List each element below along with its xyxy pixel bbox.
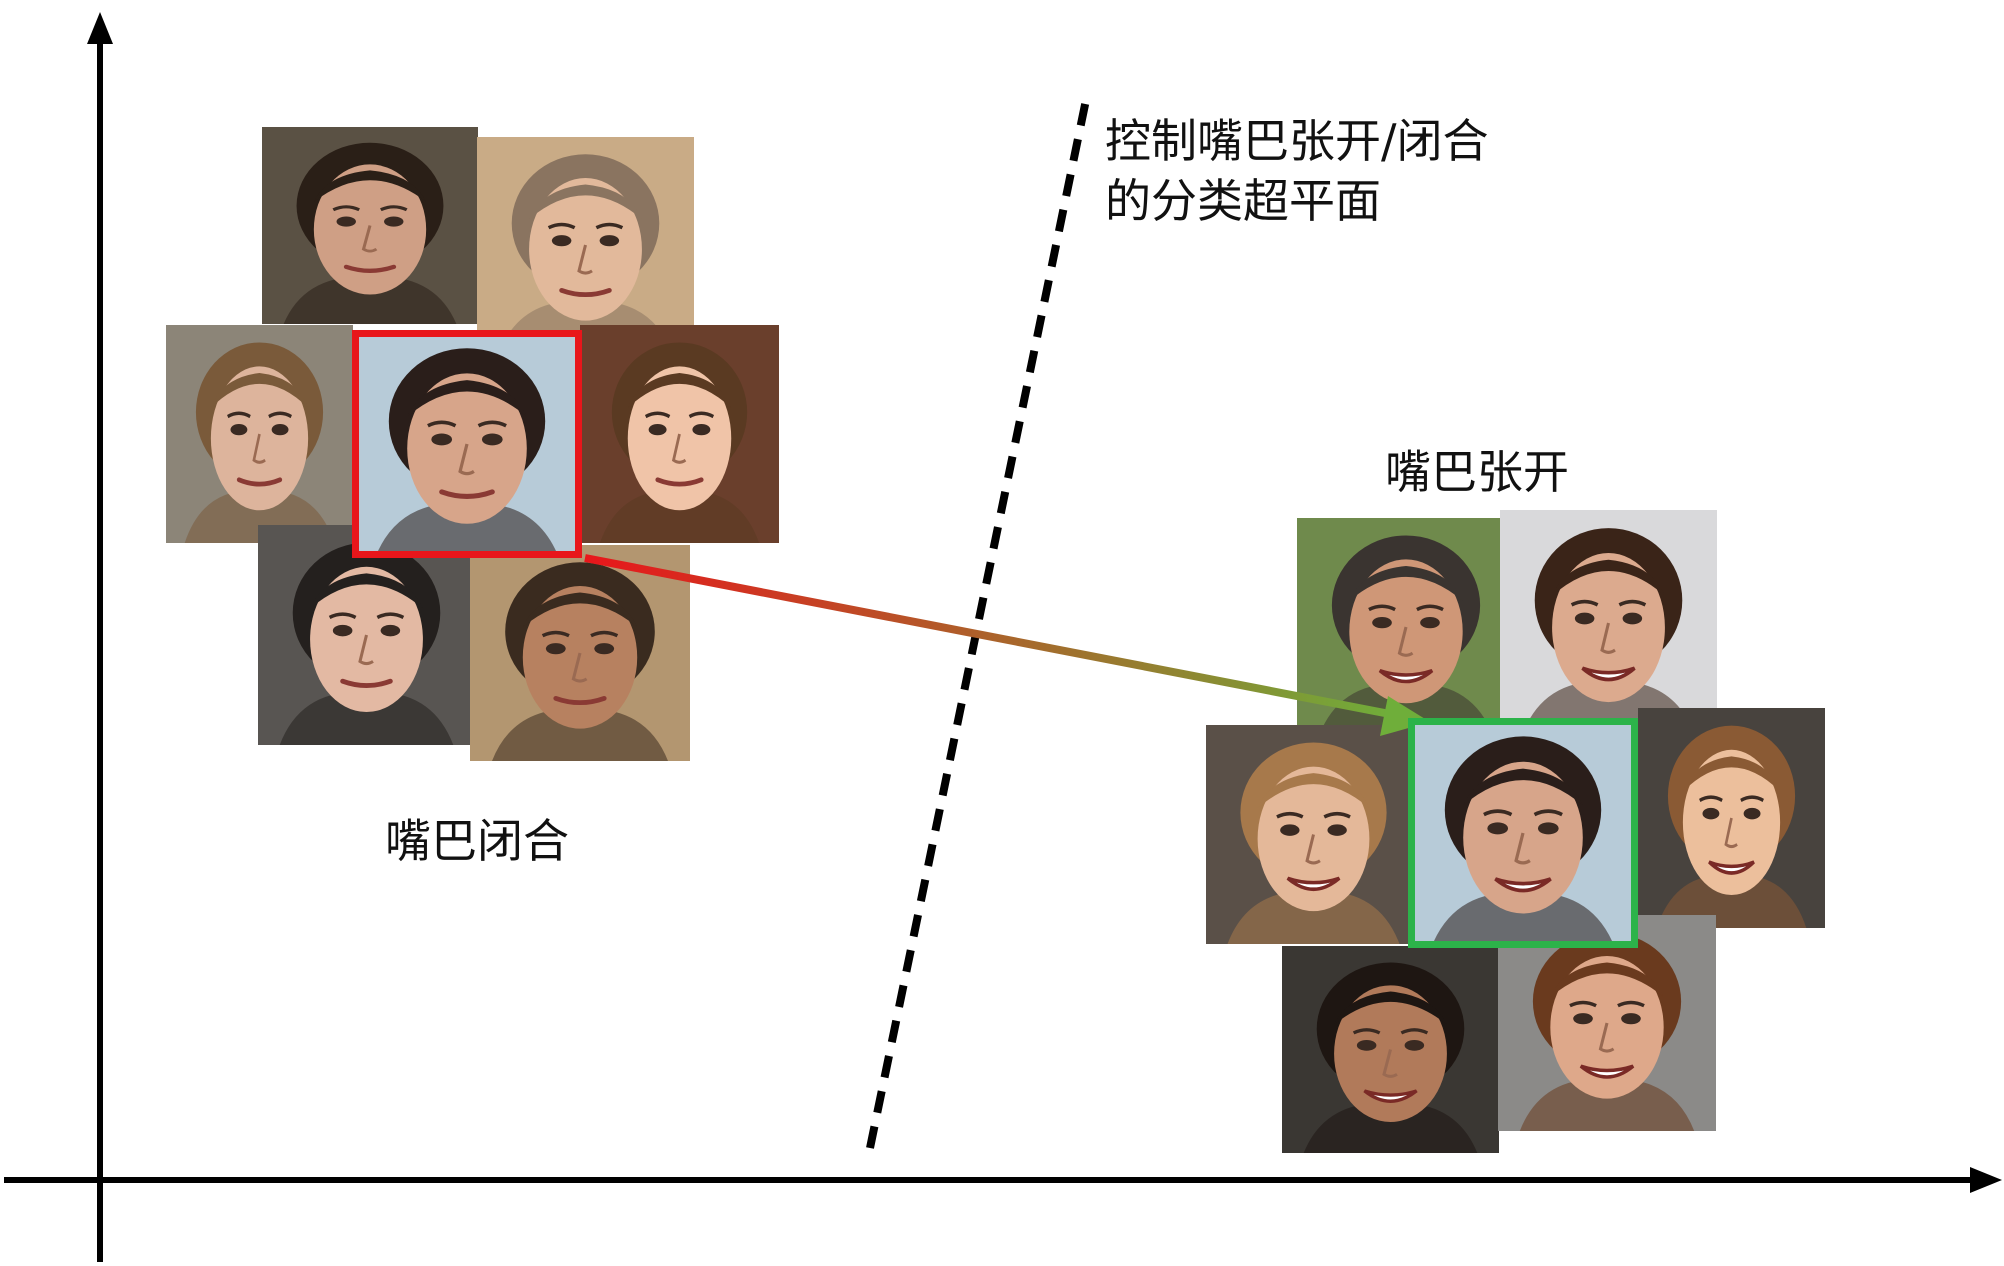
y-axis-arrowhead — [87, 12, 113, 44]
closed-mouth-face-1 — [262, 127, 478, 324]
closed-mouth-face-5 — [580, 325, 779, 543]
closed-mouth-face-7 — [470, 545, 690, 761]
open-mouth-face-5 — [1638, 708, 1825, 928]
open-mouth-face-7 — [1498, 915, 1716, 1131]
x-axis-arrowhead — [1970, 1167, 2002, 1193]
closed-mouth-face-4 — [352, 330, 582, 558]
closed-mouth-face-3 — [166, 325, 353, 543]
open-mouth-face-6 — [1282, 946, 1499, 1153]
hyperplane-label-line2: 的分类超平面 — [1105, 174, 1381, 228]
hyperplane-label-line1: 控制嘴巴张开/闭合 — [1105, 114, 1489, 168]
open-mouth-face-3 — [1206, 725, 1421, 944]
open-mouth-highlight-frame — [1408, 718, 1638, 948]
arrow-head — [1380, 696, 1430, 736]
closed-mouth-highlight-frame — [352, 330, 582, 558]
mouth-closed-label: 嘴巴闭合 — [385, 814, 569, 868]
closed-mouth-face-6 — [258, 525, 475, 745]
open-mouth-face-4 — [1408, 718, 1638, 948]
mouth-open-label: 嘴巴张开 — [1385, 445, 1569, 499]
open-mouth-face-1 — [1297, 518, 1515, 736]
